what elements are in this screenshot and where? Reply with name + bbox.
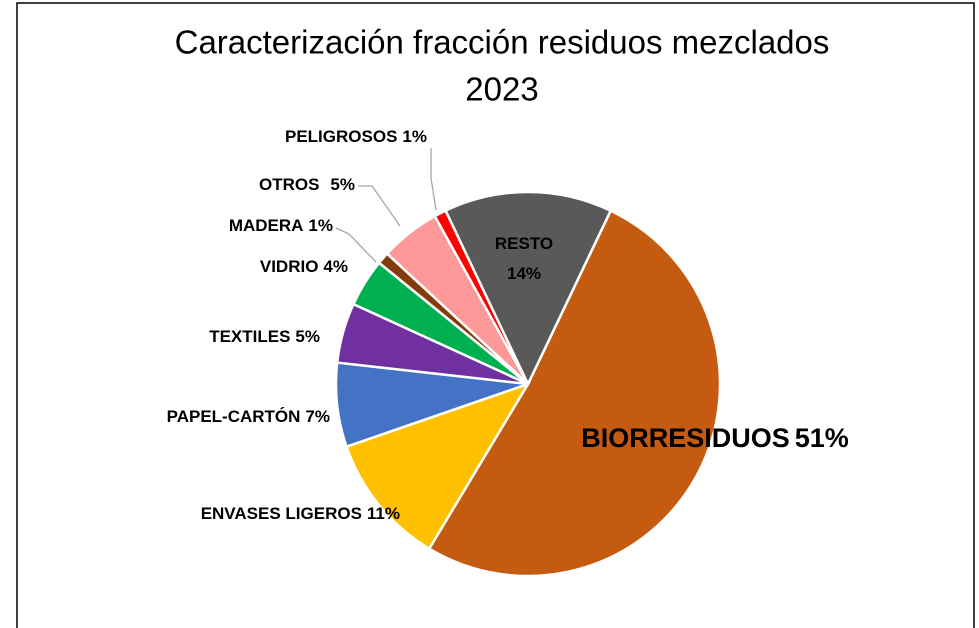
leader-line [430,148,437,211]
label-category: VIDRIO [260,257,319,276]
label-category: PELIGROSOS [285,127,397,146]
label-value: 11% [367,504,400,523]
label-category: RESTO [495,234,553,253]
label-category: OTROS [259,175,319,194]
label-value: 1% [308,216,333,235]
data-label: TEXTILES 5% [209,327,320,346]
pie-slice [344,381,531,551]
data-label: PAPEL-CARTÓN 7% [167,407,330,426]
data-label: PELIGROSOS 1% [285,127,427,146]
label-category: MADERA [229,216,304,235]
label-category: TEXTILES [209,327,290,346]
chart-title: 2023 [465,71,538,108]
data-label: VIDRIO 4% [260,257,348,276]
label-category: BIORRESIDUOS [581,423,790,453]
leader-line [335,227,377,263]
leader-lines [335,148,437,263]
label-value: 4% [323,257,348,276]
data-label: OTROS 5% [259,175,355,194]
label-value: 5% [330,175,355,194]
label-category: PAPEL-CARTÓN [167,407,301,426]
label-value: 51% [795,423,849,453]
label-value: 7% [305,407,330,426]
data-label: BIORRESIDUOS 51% [581,423,849,453]
label-value: 14% [507,264,541,283]
data-label: RESTO 14% [495,234,553,283]
data-label: ENVASES LIGEROS 11% [201,504,400,523]
chart-title: Caracterización fracción residuos mezcla… [175,24,830,61]
label-value: 1% [402,127,427,146]
label-value: 5% [295,327,320,346]
leader-line [358,185,401,227]
label-category: ENVASES LIGEROS [201,504,362,523]
data-label: MADERA 1% [229,216,333,235]
pie-slice [427,209,722,578]
pie-slice [443,190,613,387]
